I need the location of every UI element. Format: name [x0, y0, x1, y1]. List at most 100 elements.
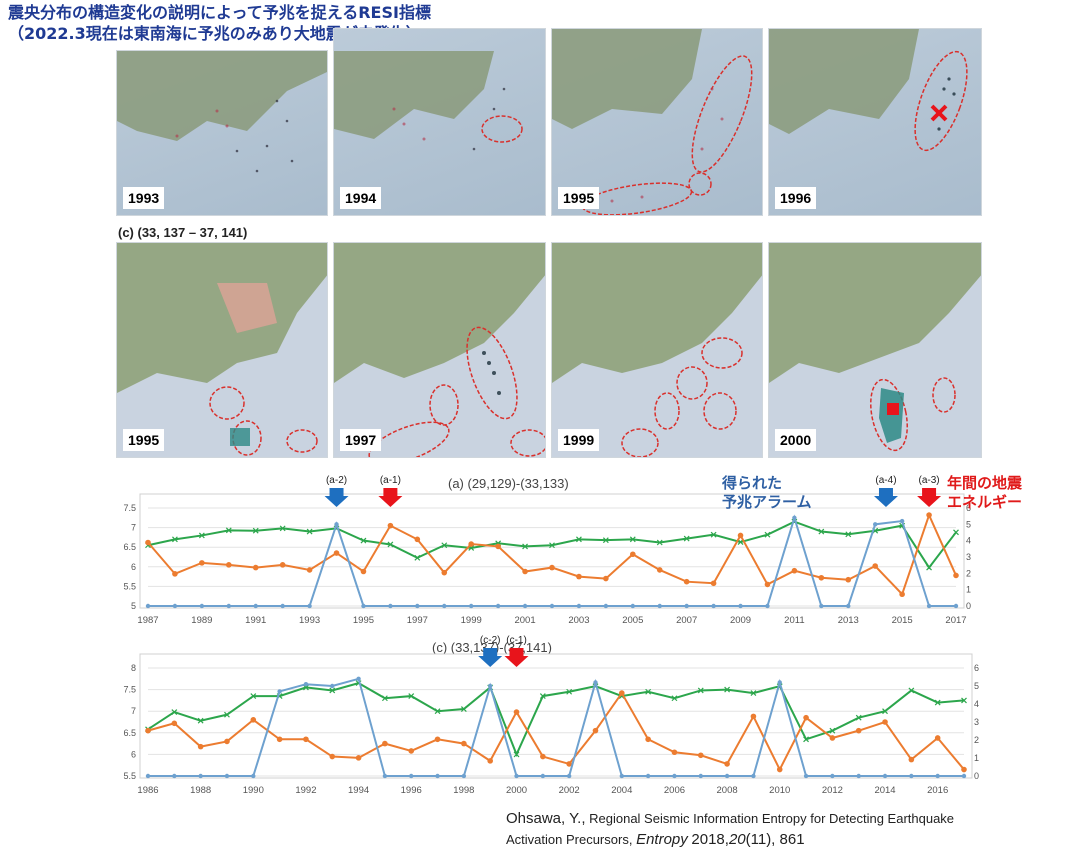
- point-stroke: [724, 686, 731, 693]
- point-stroke: [539, 693, 546, 700]
- section-c-label: (c) (33, 137 – 37, 141): [118, 225, 248, 240]
- series-point: [750, 713, 757, 720]
- point-stroke: [460, 706, 467, 712]
- series-point: [737, 539, 744, 546]
- citation-rest: (11), 861: [745, 831, 805, 848]
- point-stroke: [908, 687, 915, 694]
- series-point: [442, 603, 447, 609]
- energy-annotation: 年間の地震 エネルギー: [947, 474, 1022, 512]
- x-tick: 2017: [945, 615, 966, 626]
- y-tick-right: 3: [974, 717, 979, 727]
- citation-line-1: Ohsawa, Y., Regional Seismic Information…: [506, 808, 954, 829]
- point-stroke: [171, 709, 178, 715]
- x-tick: 2003: [568, 615, 589, 626]
- series-point: [830, 773, 835, 779]
- series-point: [603, 575, 609, 582]
- point-stroke: [683, 535, 690, 542]
- point-stroke: [750, 690, 757, 696]
- series-point: [934, 735, 941, 741]
- series-point: [303, 684, 309, 691]
- series-point: [441, 542, 448, 549]
- series-point: [953, 529, 959, 536]
- series-point: [750, 690, 757, 696]
- series-point: [355, 755, 362, 761]
- map-year-label: 1996: [775, 187, 817, 209]
- point-stroke: [953, 529, 959, 536]
- y-tick-left: 7.5: [123, 503, 136, 513]
- point-stroke: [829, 727, 836, 734]
- series-point: [764, 581, 771, 588]
- point-stroke: [303, 684, 309, 691]
- x-tick: 1995: [353, 615, 374, 626]
- series-point: [671, 695, 678, 702]
- series-point: [145, 603, 151, 609]
- series-point: [630, 551, 636, 558]
- point-stroke: [899, 522, 906, 529]
- point-stroke: [355, 680, 362, 687]
- map-1999: 1999: [551, 242, 763, 458]
- series-point: [487, 684, 494, 691]
- map-1993-image: [117, 51, 327, 173]
- map-1995-top-image: [552, 29, 753, 215]
- y-tick-right: 6: [974, 663, 979, 673]
- x-tick: 2004: [611, 785, 632, 796]
- point-stroke: [899, 522, 906, 529]
- series-line: [148, 514, 956, 607]
- series-point: [803, 773, 809, 779]
- plot-frame: [139, 493, 965, 609]
- point-stroke: [872, 527, 879, 534]
- point-stroke: [724, 686, 731, 693]
- plot-frame: [139, 653, 973, 779]
- point-stroke: [172, 536, 178, 543]
- series-line: [147, 682, 965, 757]
- series-point: [873, 522, 878, 527]
- series-point: [856, 773, 861, 779]
- series-point: [145, 773, 151, 779]
- point-stroke: [764, 531, 771, 538]
- marker-label: (a-2): [326, 475, 347, 486]
- point-stroke: [656, 539, 663, 546]
- point-stroke: [953, 529, 959, 536]
- series-point: [576, 603, 582, 609]
- point-stroke: [671, 695, 678, 702]
- series-line: [147, 520, 957, 570]
- citation-title: Regional Seismic Information Entropy for…: [589, 811, 955, 826]
- series-point: [566, 773, 572, 779]
- citation-year: 2018,: [691, 831, 729, 848]
- map-1995-top: 1995: [551, 28, 763, 216]
- series-point: [882, 773, 888, 779]
- point-stroke: [710, 531, 717, 538]
- map-1995-bottom-image: [117, 243, 327, 456]
- energy-line-1: 年間の地震: [947, 474, 1023, 492]
- point-stroke: [408, 693, 415, 700]
- point-stroke: [145, 726, 151, 733]
- series-point: [961, 697, 967, 704]
- point-stroke: [306, 528, 313, 535]
- series-point: [414, 554, 421, 561]
- point-stroke: [225, 527, 232, 534]
- series-point: [803, 736, 809, 743]
- y-tick-left: 7: [131, 523, 136, 533]
- point-stroke: [549, 542, 555, 549]
- x-tick: 1987: [137, 615, 158, 626]
- point-stroke: [803, 736, 809, 743]
- series-point: [829, 735, 836, 741]
- x-tick: 1992: [295, 785, 316, 796]
- point-stroke: [592, 683, 599, 690]
- series-point: [461, 773, 467, 779]
- series-point: [250, 693, 257, 700]
- series-point: [388, 603, 393, 609]
- x-tick: 2012: [822, 785, 843, 796]
- series-point: [522, 603, 528, 609]
- marker-label: (a-1): [380, 475, 401, 486]
- point-stroke: [434, 708, 441, 715]
- point-stroke: [250, 693, 257, 700]
- x-tick: 2000: [506, 785, 527, 796]
- y-tick-left: 7.5: [123, 685, 136, 695]
- energy-arrow-icon: [917, 488, 942, 507]
- point-stroke: [408, 693, 415, 700]
- series-point: [724, 686, 731, 693]
- point-stroke: [618, 693, 625, 700]
- series-point: [198, 773, 203, 779]
- map-year-label: 1995: [558, 187, 600, 209]
